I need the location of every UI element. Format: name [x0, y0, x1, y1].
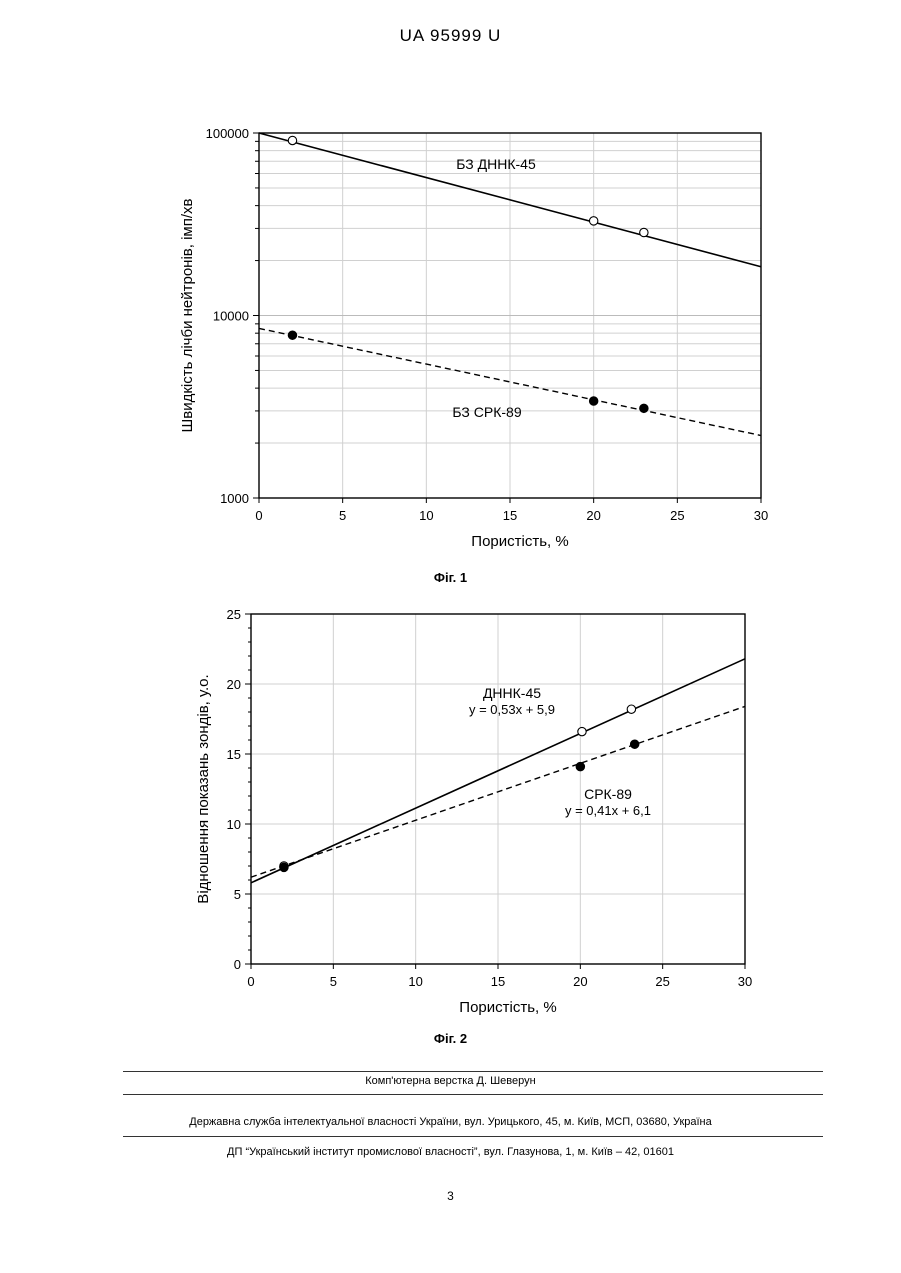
- y-tick-label: 25: [227, 607, 241, 622]
- x-tick-label: 20: [573, 974, 587, 989]
- series-label-2: СРК-89: [584, 786, 632, 802]
- y-tick-label: 1000: [220, 491, 249, 506]
- figure-1-chart: 0 5 10 15 20 25 30 1000 10000 100000 Пористість, %…: [0, 120, 901, 560]
- x-axis-label: Пористість, %: [471, 533, 568, 550]
- footer-rule-bottom: [123, 1136, 823, 1137]
- footer-layout-credit: Комп'ютерна верстка Д. Шеверун: [0, 1075, 901, 1087]
- page-number: 3: [0, 1189, 901, 1203]
- data-point-filled: [640, 404, 648, 412]
- figure-2-chart: 0 5 10 15 20 25 30 0 5 10 15 20 25 Пористість, % Відно…: [0, 600, 901, 1025]
- x-tick-label: 10: [408, 974, 422, 989]
- x-tick-label: 0: [247, 974, 254, 989]
- x-tick-label: 5: [339, 508, 346, 523]
- series-label-2: БЗ СРК-89: [452, 404, 521, 420]
- series-label-1: БЗ ДННК-45: [456, 156, 536, 172]
- y-tick-label: 20: [227, 677, 241, 692]
- x-tick-label: 25: [670, 508, 684, 523]
- data-point-open: [640, 228, 648, 236]
- data-point-open: [578, 727, 586, 735]
- footer-institute-address: ДП “Український інститут промислової вла…: [0, 1146, 901, 1158]
- y-tick-label: 100000: [206, 126, 249, 141]
- data-point-open: [288, 136, 296, 144]
- patent-number-header: UA 95999 U: [0, 26, 901, 46]
- x-tick-label: 15: [503, 508, 517, 523]
- x-tick-label: 15: [491, 974, 505, 989]
- footer-rule-middle: [123, 1094, 823, 1095]
- figure-1-caption: Фіг. 1: [0, 570, 901, 585]
- footer-office-address: Державна служба інтелектуальної власност…: [0, 1116, 901, 1128]
- y-tick-label: 10: [227, 817, 241, 832]
- data-point-filled: [576, 762, 584, 770]
- x-tick-label: 20: [586, 508, 600, 523]
- y-tick-label: 10000: [213, 309, 249, 324]
- data-point-open: [589, 217, 597, 225]
- data-point-filled: [589, 397, 597, 405]
- data-point-open: [627, 705, 635, 713]
- y-axis-label: Відношення показань зондів, у.о.: [195, 674, 212, 903]
- data-point-filled: [630, 740, 638, 748]
- y-axis-label: Швидкість лічби нейтронів, імп/хв: [179, 198, 196, 432]
- x-tick-label: 5: [330, 974, 337, 989]
- data-point-filled: [288, 331, 296, 339]
- x-tick-label: 25: [655, 974, 669, 989]
- x-tick-label: 10: [419, 508, 433, 523]
- figure-2-caption: Фіг. 2: [0, 1031, 901, 1046]
- x-tick-label: 30: [738, 974, 752, 989]
- x-tick-label: 0: [255, 508, 262, 523]
- series-equation-2: y = 0,41x + 6,1: [565, 803, 651, 818]
- data-point-filled: [280, 863, 288, 871]
- series-label-1: ДННК-45: [483, 685, 541, 701]
- footer-rule-top: [123, 1071, 823, 1072]
- x-tick-label: 30: [754, 508, 768, 523]
- y-tick-label: 0: [234, 957, 241, 972]
- y-tick-label: 15: [227, 747, 241, 762]
- series-equation-1: y = 0,53x + 5,9: [469, 702, 555, 717]
- y-tick-label: 5: [234, 887, 241, 902]
- x-axis-label: Пористість, %: [459, 999, 556, 1016]
